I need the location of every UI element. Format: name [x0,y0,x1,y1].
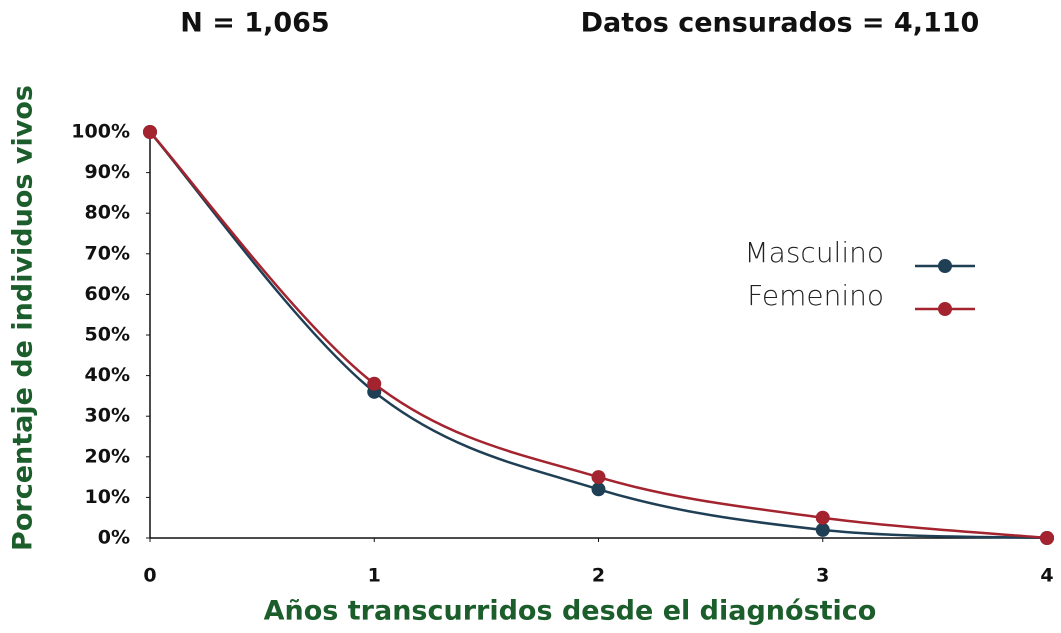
x-axis-label: Años transcurridos desde el diagnóstico [264,596,877,627]
data-point [1040,531,1054,545]
y-tick-label: 80% [85,202,130,224]
y-tick-label: 90% [85,161,130,183]
data-point [815,510,830,525]
legend-label: Masculino [745,236,884,269]
series-line [149,131,1048,540]
x-tick-label: 0 [143,565,156,587]
annotation: N = 1,065 [180,8,329,39]
y-tick-label: 70% [85,242,130,264]
data-point [143,125,157,139]
annotation: Datos censurados = 4,110 [581,8,980,39]
y-tick-label: 50% [85,324,130,346]
x-tick-label: 2 [592,565,605,587]
series-line [149,131,1048,540]
y-tick-label: 30% [85,405,130,427]
data-point [815,522,830,537]
data-point [591,482,606,497]
legend-marker [938,302,952,316]
y-tick-label: 100% [71,121,130,143]
legend-label: Femenino [747,279,884,312]
data-point [591,470,606,485]
y-tick-label: 10% [85,486,130,508]
x-tick-label: 3 [816,565,829,587]
x-tick-label: 4 [1040,565,1053,587]
y-tick-label: 60% [85,283,130,305]
y-axis-label: Porcentaje de individuos vivos [8,85,39,551]
legend-marker [938,259,952,273]
x-tick-label: 1 [368,565,381,587]
data-point [367,376,382,391]
y-tick-label: 20% [85,445,130,467]
y-tick-label: 0% [98,527,130,549]
y-tick-label: 40% [85,364,130,386]
